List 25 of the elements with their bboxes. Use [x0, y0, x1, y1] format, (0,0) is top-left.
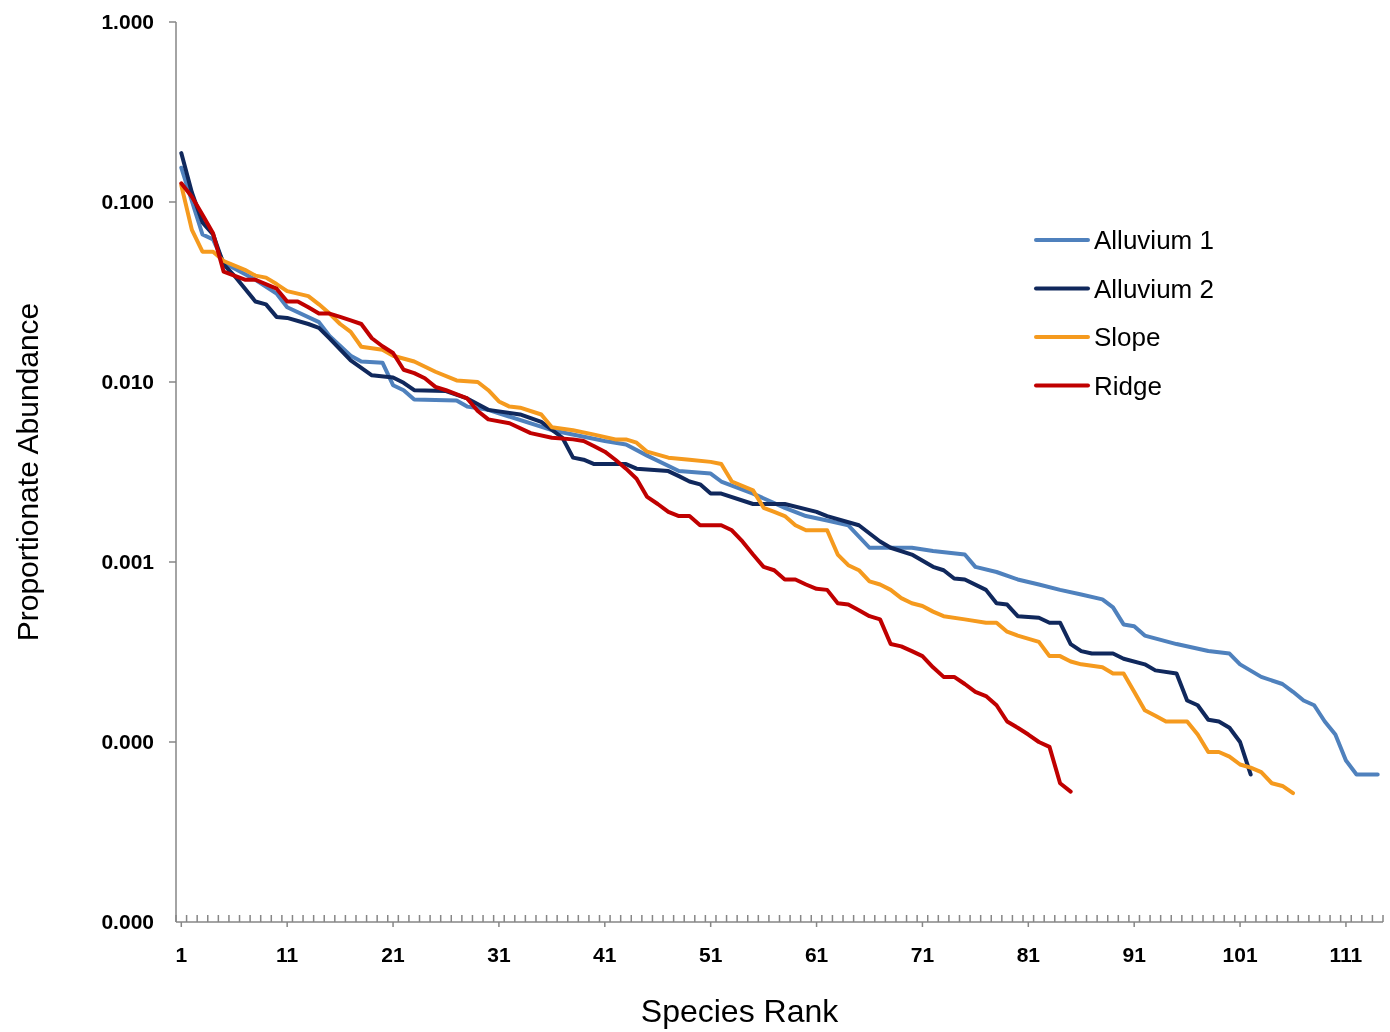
x-axis-title: Species Rank	[640, 993, 840, 1029]
legend-label: Alluvium 1	[1094, 225, 1214, 256]
x-tick-label: 1	[175, 943, 188, 966]
x-tick-label: 101	[1222, 943, 1258, 966]
legend-label: Ridge	[1094, 370, 1162, 401]
x-tick-label: 21	[381, 943, 406, 966]
x-tick-label: 71	[910, 943, 935, 966]
x-tick-label: 31	[487, 943, 511, 966]
x-tick-label: 81	[1016, 943, 1041, 966]
y-tick-label: 0.010	[101, 370, 154, 394]
y-tick-label: 0.001	[101, 550, 155, 574]
legend-label: Slope	[1094, 322, 1161, 353]
legend-label: Alluvium 2	[1094, 273, 1214, 304]
y-axis-title: Proportionate Abundance	[11, 302, 44, 642]
y-tick-label: 1.000	[101, 10, 154, 34]
x-tick-label: 61	[804, 943, 829, 966]
x-tick-label: 51	[699, 943, 723, 966]
y-tick-label: 0.000	[101, 910, 154, 934]
line-series	[179, 181, 1073, 794]
x-tick-label: 111	[1329, 943, 1363, 966]
y-tick-label: 0.000	[101, 730, 154, 754]
y-tick-label: 0.100	[101, 190, 154, 214]
x-tick-label: 11	[276, 943, 299, 966]
x-tick-label: 41	[593, 943, 617, 966]
x-tick-label: 91	[1122, 943, 1147, 966]
